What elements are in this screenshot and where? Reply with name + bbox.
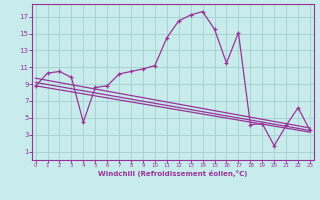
X-axis label: Windchill (Refroidissement éolien,°C): Windchill (Refroidissement éolien,°C) (98, 170, 247, 177)
